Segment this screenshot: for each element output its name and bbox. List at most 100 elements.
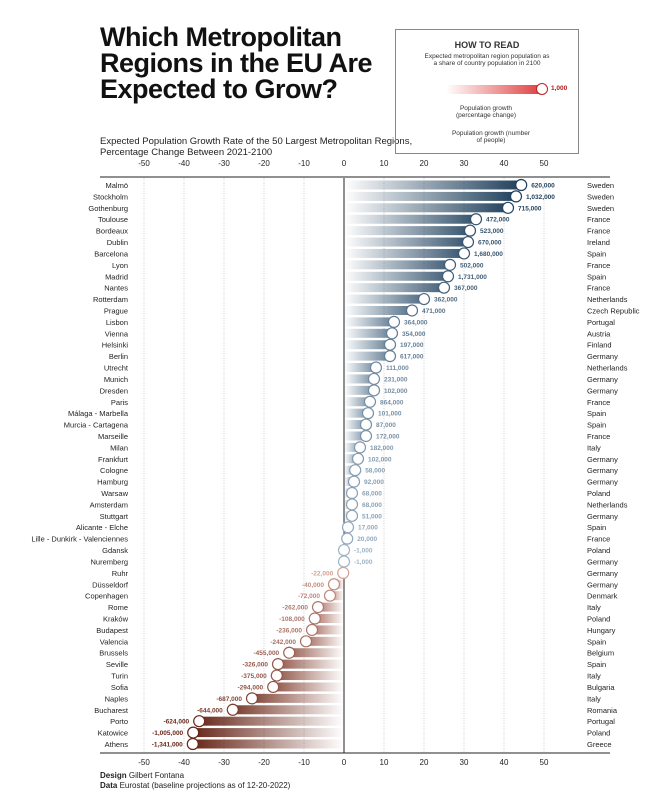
x-tick-label: 20 bbox=[420, 758, 429, 767]
country-label: Netherlands bbox=[587, 295, 628, 304]
city-label: Bucharest bbox=[94, 706, 129, 715]
value-circle bbox=[186, 737, 199, 751]
value-circle bbox=[443, 258, 457, 271]
value-circle bbox=[351, 452, 365, 465]
country-label: Netherlands bbox=[587, 364, 628, 373]
value-circle bbox=[437, 281, 451, 294]
city-label: Budapest bbox=[96, 626, 129, 635]
city-label: Prague bbox=[104, 306, 128, 315]
city-label: Dublin bbox=[107, 238, 128, 247]
data-label: 20,000 bbox=[357, 536, 377, 543]
x-tick-label: -10 bbox=[298, 758, 310, 767]
value-circle bbox=[367, 384, 381, 397]
value-circle bbox=[308, 612, 321, 625]
data-label: Data bbox=[100, 781, 118, 790]
bar bbox=[193, 728, 344, 738]
data-label: 197,000 bbox=[400, 342, 424, 349]
city-label: Paris bbox=[111, 398, 128, 407]
bar bbox=[318, 602, 344, 612]
country-label: Spain bbox=[587, 523, 606, 532]
city-label: Seville bbox=[106, 660, 128, 669]
bar bbox=[232, 705, 344, 715]
country-label: Germany bbox=[587, 352, 618, 361]
how-to-read-box: HOW TO READ Expected metropolitan region… bbox=[395, 29, 579, 154]
x-tick-label: -30 bbox=[218, 159, 230, 168]
city-label: Rome bbox=[108, 603, 128, 612]
design-label: Design bbox=[100, 771, 127, 780]
bar bbox=[344, 420, 366, 430]
bar bbox=[289, 648, 344, 658]
city-label: Kraków bbox=[103, 615, 129, 624]
value-circle bbox=[463, 224, 477, 237]
growth-people-note: Population growth (number of people) bbox=[451, 130, 531, 144]
city-label: Amsterdam bbox=[90, 500, 128, 509]
country-label: Germany bbox=[587, 580, 618, 589]
country-label: Greece bbox=[587, 740, 612, 749]
bar bbox=[278, 659, 344, 669]
country-label: Spain bbox=[587, 637, 606, 646]
city-label: Vienna bbox=[105, 329, 129, 338]
subtitle: Expected Population Growth Rate of the 5… bbox=[100, 136, 413, 158]
data-label: 102,000 bbox=[384, 388, 408, 395]
page-title: Which Metropolitan Regions in the EU Are… bbox=[100, 22, 373, 104]
city-label: Brussels bbox=[99, 649, 128, 658]
value-circle bbox=[359, 429, 373, 443]
country-label: Poland bbox=[587, 546, 610, 555]
bar bbox=[344, 214, 476, 224]
data-label: 58,000 bbox=[365, 468, 385, 475]
data-label: -108,000 bbox=[279, 616, 305, 623]
value-circle bbox=[270, 669, 283, 682]
city-label: Stuttgart bbox=[100, 512, 129, 521]
data-label: 231,000 bbox=[384, 376, 408, 383]
city-label: Bordeaux bbox=[96, 227, 128, 236]
data-label: 364,000 bbox=[404, 319, 428, 326]
bar bbox=[344, 283, 444, 293]
example-circle bbox=[536, 83, 548, 95]
data-label: 362,000 bbox=[434, 297, 458, 304]
country-label: Italy bbox=[587, 603, 601, 612]
footer: Design Gilbert Fontana Data Eurostat (ba… bbox=[100, 771, 290, 791]
city-label: Berlin bbox=[109, 352, 128, 361]
country-label: Germany bbox=[587, 557, 618, 566]
data-label: -644,000 bbox=[197, 707, 223, 714]
x-tick-label: -10 bbox=[298, 159, 310, 168]
data-label: 68,000 bbox=[362, 502, 382, 509]
x-tick-label: -50 bbox=[138, 758, 150, 767]
city-label: Lisbon bbox=[106, 318, 128, 327]
country-label: Poland bbox=[587, 489, 610, 498]
value-circle bbox=[353, 441, 367, 454]
data-label: 367,000 bbox=[454, 285, 478, 292]
example-value: 1,000 bbox=[551, 85, 568, 92]
data-label: -375,000 bbox=[241, 673, 267, 680]
country-label: Portugal bbox=[587, 318, 615, 327]
value-circle bbox=[361, 407, 375, 420]
value-circle bbox=[299, 635, 313, 648]
bar bbox=[273, 682, 344, 692]
data-label: 17,000 bbox=[358, 525, 378, 532]
bar bbox=[344, 260, 450, 270]
example-bar bbox=[446, 85, 541, 94]
country-label: Austria bbox=[587, 329, 611, 338]
city-label: Gdansk bbox=[102, 546, 128, 555]
share-note: Expected metropolitan region population … bbox=[424, 53, 550, 67]
value-circle bbox=[417, 292, 431, 306]
city-label: Helsinki bbox=[102, 341, 129, 350]
data-label: -262,000 bbox=[282, 605, 308, 612]
value-circle bbox=[193, 715, 206, 728]
x-tick-label: -30 bbox=[218, 758, 230, 767]
value-circle bbox=[359, 418, 373, 431]
bar bbox=[344, 408, 368, 418]
value-circle bbox=[226, 703, 239, 716]
bar bbox=[276, 671, 344, 681]
country-label: Spain bbox=[587, 660, 606, 669]
value-circle bbox=[337, 566, 350, 579]
value-circle bbox=[383, 350, 397, 363]
city-label: Málaga - Marbella bbox=[68, 409, 129, 418]
value-circle bbox=[337, 543, 351, 557]
bar bbox=[330, 591, 344, 601]
bar bbox=[344, 203, 508, 213]
data-label: 182,000 bbox=[370, 445, 394, 452]
data-label: 617,000 bbox=[400, 354, 424, 361]
country-label: Italy bbox=[587, 694, 601, 703]
data-label: -1,000 bbox=[354, 548, 373, 555]
